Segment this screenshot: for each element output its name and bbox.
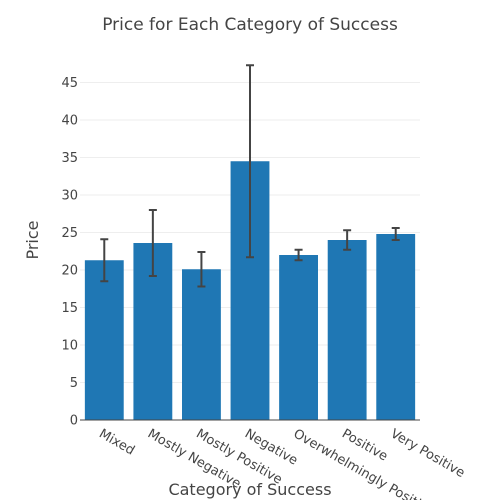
y-tick-label: 45 [61,76,78,91]
y-tick-label: 30 [61,189,78,204]
error-bar [343,229,352,251]
y-tick-label: 5 [70,376,78,391]
error-bar [197,251,206,288]
y-tick-labels: 0 5 10 15 20 25 30 35 40 45 [61,76,78,429]
error-bar [391,227,400,241]
bar [327,240,367,420]
y-tick-label: 20 [61,264,78,279]
chart-title: Price for Each Category of Success [102,15,398,35]
y-tick-label: 10 [61,339,78,354]
error-bar [100,238,109,283]
bar [182,269,221,420]
y-tick-label: 25 [61,226,78,241]
error-bar [294,248,303,262]
error-bar [148,209,157,277]
y-tick-label: 35 [61,151,78,166]
y-tick-label: 15 [61,301,78,316]
bar [376,234,416,420]
bars [84,161,416,420]
error-bars [100,64,400,288]
x-tick-label: Mixed [96,426,137,458]
x-tick-label: Very Positive [388,426,468,481]
x-axis-title: Category of Success [168,480,331,499]
y-tick-label: 40 [61,114,78,129]
y-tick-label: 0 [70,414,78,429]
bar [84,260,124,420]
bar [279,255,318,420]
y-axis-title: Price [23,220,42,259]
error-bar [246,64,254,259]
